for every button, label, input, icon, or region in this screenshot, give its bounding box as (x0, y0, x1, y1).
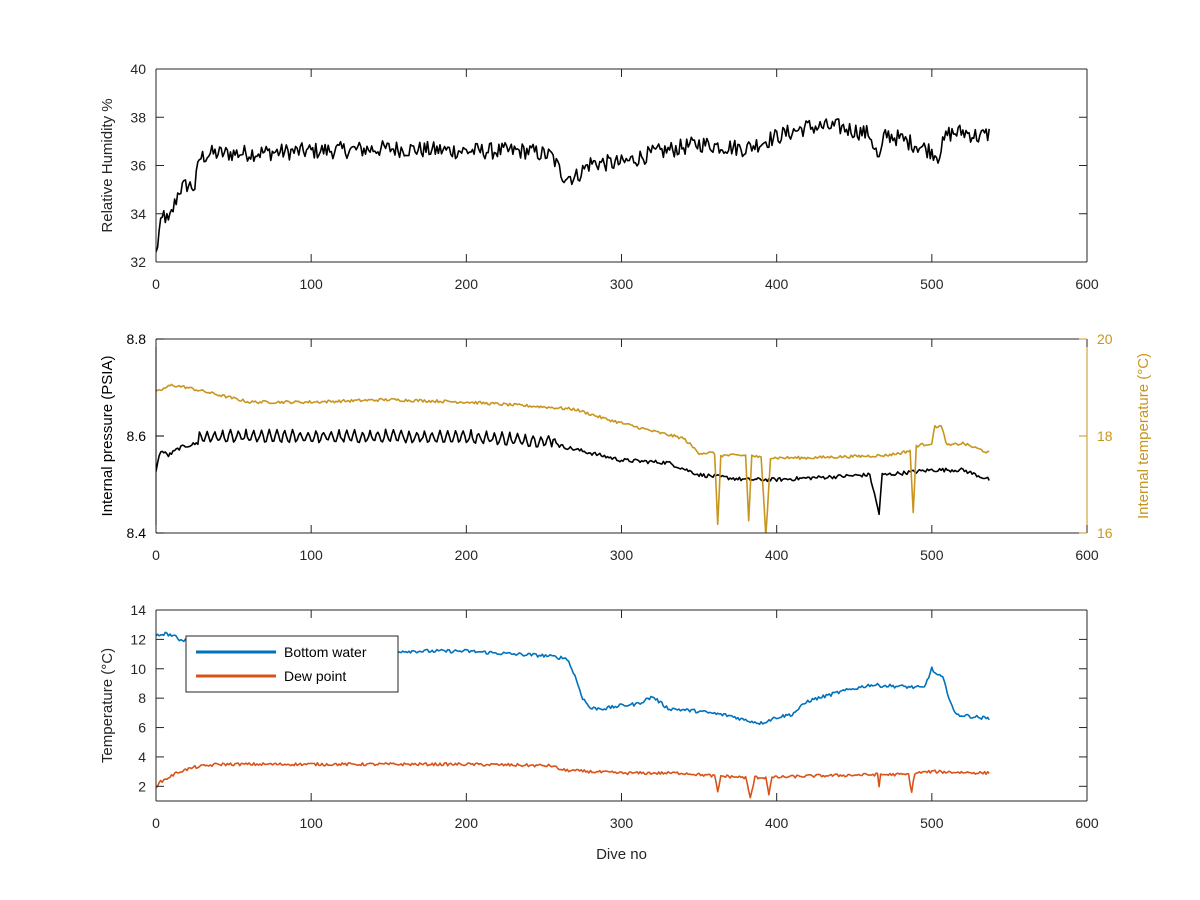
y-tick-label: 4 (138, 749, 146, 765)
y-tick-label: 36 (130, 158, 146, 174)
panel-2: 0 100 200 300 400 500 600 8.4 8.6 8.8 16 18 20 Intern… (99, 331, 1152, 563)
x-tick-label: 400 (765, 276, 789, 292)
legend-box (185, 635, 399, 693)
y-tick-label: 12 (130, 631, 146, 647)
panel-1: 0 100 200 300 400 500 600 32 34 36 38 40 Relative Hu… (99, 61, 1099, 292)
x-tick-label: 0 (152, 547, 160, 563)
y-axis-label: Internal pressure (PSIA) (99, 356, 116, 517)
x-tick-label: 400 (765, 815, 789, 831)
y-tick-label-right: 20 (1097, 331, 1113, 347)
x-tick-label: 100 (299, 547, 323, 563)
x-tick-label: 500 (920, 815, 944, 831)
y-tick-label: 32 (130, 254, 146, 270)
x-tick-label: 100 (299, 815, 323, 831)
series-line-1 (156, 118, 990, 253)
y-tick-label-right: 16 (1097, 525, 1113, 541)
x-tick-label: 0 (152, 276, 160, 292)
x-tick-label: 400 (765, 547, 789, 563)
x-tick-label: 600 (1075, 276, 1099, 292)
legend: Bottom water Dew point (185, 635, 399, 693)
x-tick-label: 200 (455, 276, 479, 292)
y-tick-label: 2 (138, 778, 146, 794)
x-tick-label: 600 (1075, 815, 1099, 831)
y-tick-label: 8.6 (127, 428, 147, 444)
y-tick-label: 14 (130, 602, 146, 618)
y-tick-label: 38 (130, 109, 146, 125)
series-line-2 (156, 383, 990, 533)
x-tick-label: 600 (1075, 547, 1099, 563)
series-line-1 (156, 428, 990, 516)
panel-3: 0 100 200 300 400 500 600 2 4 6 8 10 12 14 Temperature… (99, 602, 1099, 863)
x-tick-label: 200 (455, 815, 479, 831)
x-axis-label: Dive no (596, 846, 647, 863)
series-group (156, 383, 990, 533)
legend-label: Dew point (284, 668, 346, 684)
legend-label: Bottom water (284, 644, 367, 660)
x-tick-label: 300 (610, 815, 634, 831)
x-tick-label: 500 (920, 547, 944, 563)
x-tick-label: 300 (610, 547, 634, 563)
x-tick-label: 500 (920, 276, 944, 292)
y-tick-label: 8.8 (127, 331, 147, 347)
y-tick-label-right: 18 (1097, 428, 1113, 444)
series-line-dew-point (156, 762, 990, 799)
x-tick-label: 100 (299, 276, 323, 292)
y-axis-label: Relative Humidity % (99, 98, 116, 232)
series-group (156, 118, 990, 253)
y-axis-label-right: Internal temperature (°C) (1135, 353, 1152, 519)
y-tick-label: 8 (138, 690, 146, 706)
y-tick-label: 34 (130, 206, 146, 222)
y-tick-label: 40 (130, 61, 146, 77)
y-axis-label: Temperature (°C) (99, 648, 116, 763)
x-tick-label: 0 (152, 815, 160, 831)
x-tick-label: 200 (455, 547, 479, 563)
y-tick-label: 6 (138, 720, 146, 736)
x-tick-label: 300 (610, 276, 634, 292)
y-tick-label: 10 (130, 661, 146, 677)
y-tick-label: 8.4 (127, 525, 147, 541)
